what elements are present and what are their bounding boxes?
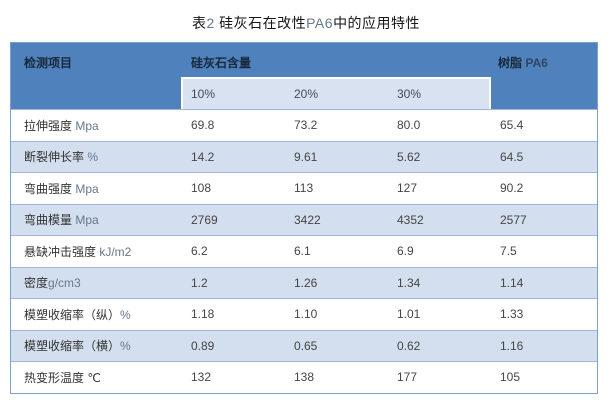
- latin-text: PA6: [306, 15, 334, 31]
- cell-value-30pct: 127: [397, 181, 418, 196]
- cell-value-10pct: 1.18: [191, 307, 215, 322]
- latin-text: %: [120, 339, 131, 354]
- cell-value-resin: 1.16: [500, 338, 524, 353]
- cell-value-resin: 65.4: [500, 118, 524, 133]
- table-header: 检测项目 硅灰石含量 树脂 PA6 10% 20% 30%: [11, 43, 597, 109]
- cell-value-20pct: 1.10: [294, 307, 318, 322]
- row-label: 热变形温度 ℃: [24, 370, 101, 385]
- row-label: 密度g/cm3: [24, 276, 81, 291]
- cell-value-20pct: 6.1: [294, 244, 311, 259]
- table-body: 拉伸强度 Mpa 69.8 73.2 80.0 65.4 断裂伸长率 % 14.…: [11, 109, 597, 393]
- cell-value-20pct: 138: [294, 370, 315, 385]
- latin-text: %: [120, 307, 131, 322]
- latin-text: PA6: [525, 56, 548, 70]
- table-row-notched-impact-strength: 悬缺冲击强度 kJ/m2 6.2 6.1 6.9 7.5: [11, 235, 597, 267]
- subheader-10pct: 10%: [191, 87, 216, 101]
- latin-text: %: [87, 150, 99, 165]
- cell-value-10pct: 6.2: [191, 244, 208, 259]
- subheader-20pct: 20%: [294, 87, 319, 101]
- cell-value-20pct: 113: [294, 181, 314, 196]
- cell-value-resin: 2577: [500, 212, 527, 227]
- header-resin-pa6: 树脂 PA6: [498, 56, 548, 70]
- table-row-mold-shrinkage-transverse: 模塑收缩率（横）% 0.89 0.65 0.62 1.16: [11, 329, 597, 361]
- cell-value-30pct: 0.62: [397, 338, 421, 353]
- properties-table: 检测项目 硅灰石含量 树脂 PA6 10% 20% 30% 拉伸强度 Mpa 6…: [10, 42, 598, 394]
- subheader-30pct: 30%: [397, 87, 422, 101]
- cell-value-30pct: 1.34: [397, 275, 421, 290]
- cell-value-resin: 1.33: [500, 307, 524, 322]
- cell-value-10pct: 0.89: [191, 338, 215, 353]
- cell-value-20pct: 73.2: [294, 118, 318, 133]
- table-row-mold-shrinkage-longitudinal: 模塑收缩率（纵）% 1.18 1.10 1.01 1.33: [11, 298, 597, 330]
- cell-value-resin: 64.5: [500, 149, 524, 164]
- latin-text: Mpa: [75, 181, 99, 196]
- header-wollastonite-content: 硅灰石含量: [191, 56, 252, 70]
- latin-text: Mpa: [75, 213, 99, 228]
- header-test-items: 检测项目: [24, 56, 73, 70]
- cell-value-10pct: 2769: [191, 212, 218, 227]
- row-label: 模塑收缩率（纵）%: [24, 307, 131, 322]
- cell-value-20pct: 3422: [294, 212, 321, 227]
- cell-value-30pct: 1.01: [397, 307, 421, 322]
- cell-value-10pct: 108: [191, 181, 212, 196]
- cell-value-resin: 1.14: [500, 275, 524, 290]
- row-label: 弯曲模量 Mpa: [24, 213, 99, 228]
- table-row-heat-deflection-temperature: 热变形温度 ℃ 132 138 177 105: [11, 361, 597, 393]
- row-label: 悬缺冲击强度 kJ/m2: [24, 244, 132, 259]
- cell-value-10pct: 69.8: [191, 118, 215, 133]
- row-label: 弯曲强度 Mpa: [24, 181, 99, 196]
- latin-text: kJ/m2: [99, 244, 132, 259]
- cell-value-30pct: 80.0: [397, 118, 421, 133]
- cell-value-resin: 7.5: [500, 244, 517, 259]
- row-label: 模塑收缩率（横）%: [24, 339, 131, 354]
- latin-text: Mpa: [75, 118, 99, 133]
- cell-value-10pct: 14.2: [191, 149, 215, 164]
- table-row-density: 密度g/cm3 1.2 1.26 1.34 1.14: [11, 266, 597, 298]
- latin-text: 2: [206, 15, 215, 31]
- cell-value-10pct: 132: [191, 370, 212, 385]
- subheader-band: [181, 77, 491, 109]
- cell-value-resin: 90.2: [500, 181, 524, 196]
- latin-text: g/cm3: [48, 276, 81, 291]
- table-row-flexural-modulus: 弯曲模量 Mpa 2769 3422 4352 2577: [11, 203, 597, 235]
- cell-value-10pct: 1.2: [191, 275, 208, 290]
- table-row-elongation-at-break: 断裂伸长率 % 14.2 9.61 5.62 64.5: [11, 140, 597, 172]
- cell-value-30pct: 177: [397, 370, 418, 385]
- cell-value-30pct: 4352: [397, 212, 424, 227]
- table-caption: 表2 硅灰石在改性PA6中的应用特性: [191, 15, 421, 31]
- row-label: 断裂伸长率 %: [24, 150, 99, 165]
- cell-value-20pct: 1.26: [294, 275, 318, 290]
- cell-value-resin: 105: [500, 370, 521, 385]
- table-row-flexural-strength: 弯曲强度 Mpa 108 113 127 90.2: [11, 172, 597, 204]
- cell-value-30pct: 5.62: [397, 149, 421, 164]
- row-label: 拉伸强度 Mpa: [24, 118, 99, 133]
- cell-value-20pct: 9.61: [294, 149, 318, 164]
- table-row-tensile-strength: 拉伸强度 Mpa 69.8 73.2 80.0 65.4: [11, 109, 597, 141]
- cell-value-30pct: 6.9: [397, 244, 414, 259]
- cell-value-20pct: 0.65: [294, 338, 318, 353]
